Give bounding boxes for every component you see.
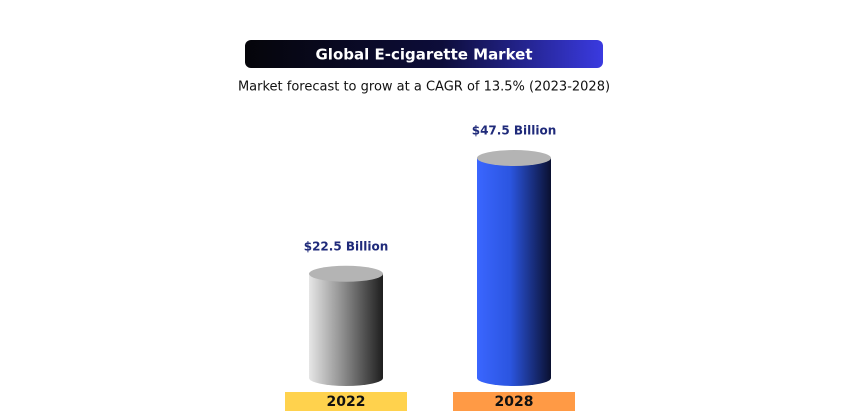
value-label: $22.5 Billion [304,239,389,253]
category-box [285,392,407,411]
value-label: $47.5 Billion [472,124,557,138]
x-tick-label: 2022 [327,394,366,410]
chart-subtitle: Market forecast to grow at a CAGR of 13.… [238,80,610,95]
category-box [453,392,575,411]
cylinder-top [477,150,551,166]
cylinder-top [309,265,383,282]
chart-title: Global E-cigarette Market [315,46,532,64]
x-tick-label: 2028 [495,394,534,410]
cylinder-body [309,273,383,386]
title-banner [245,40,603,68]
cylinder-body [477,158,551,386]
